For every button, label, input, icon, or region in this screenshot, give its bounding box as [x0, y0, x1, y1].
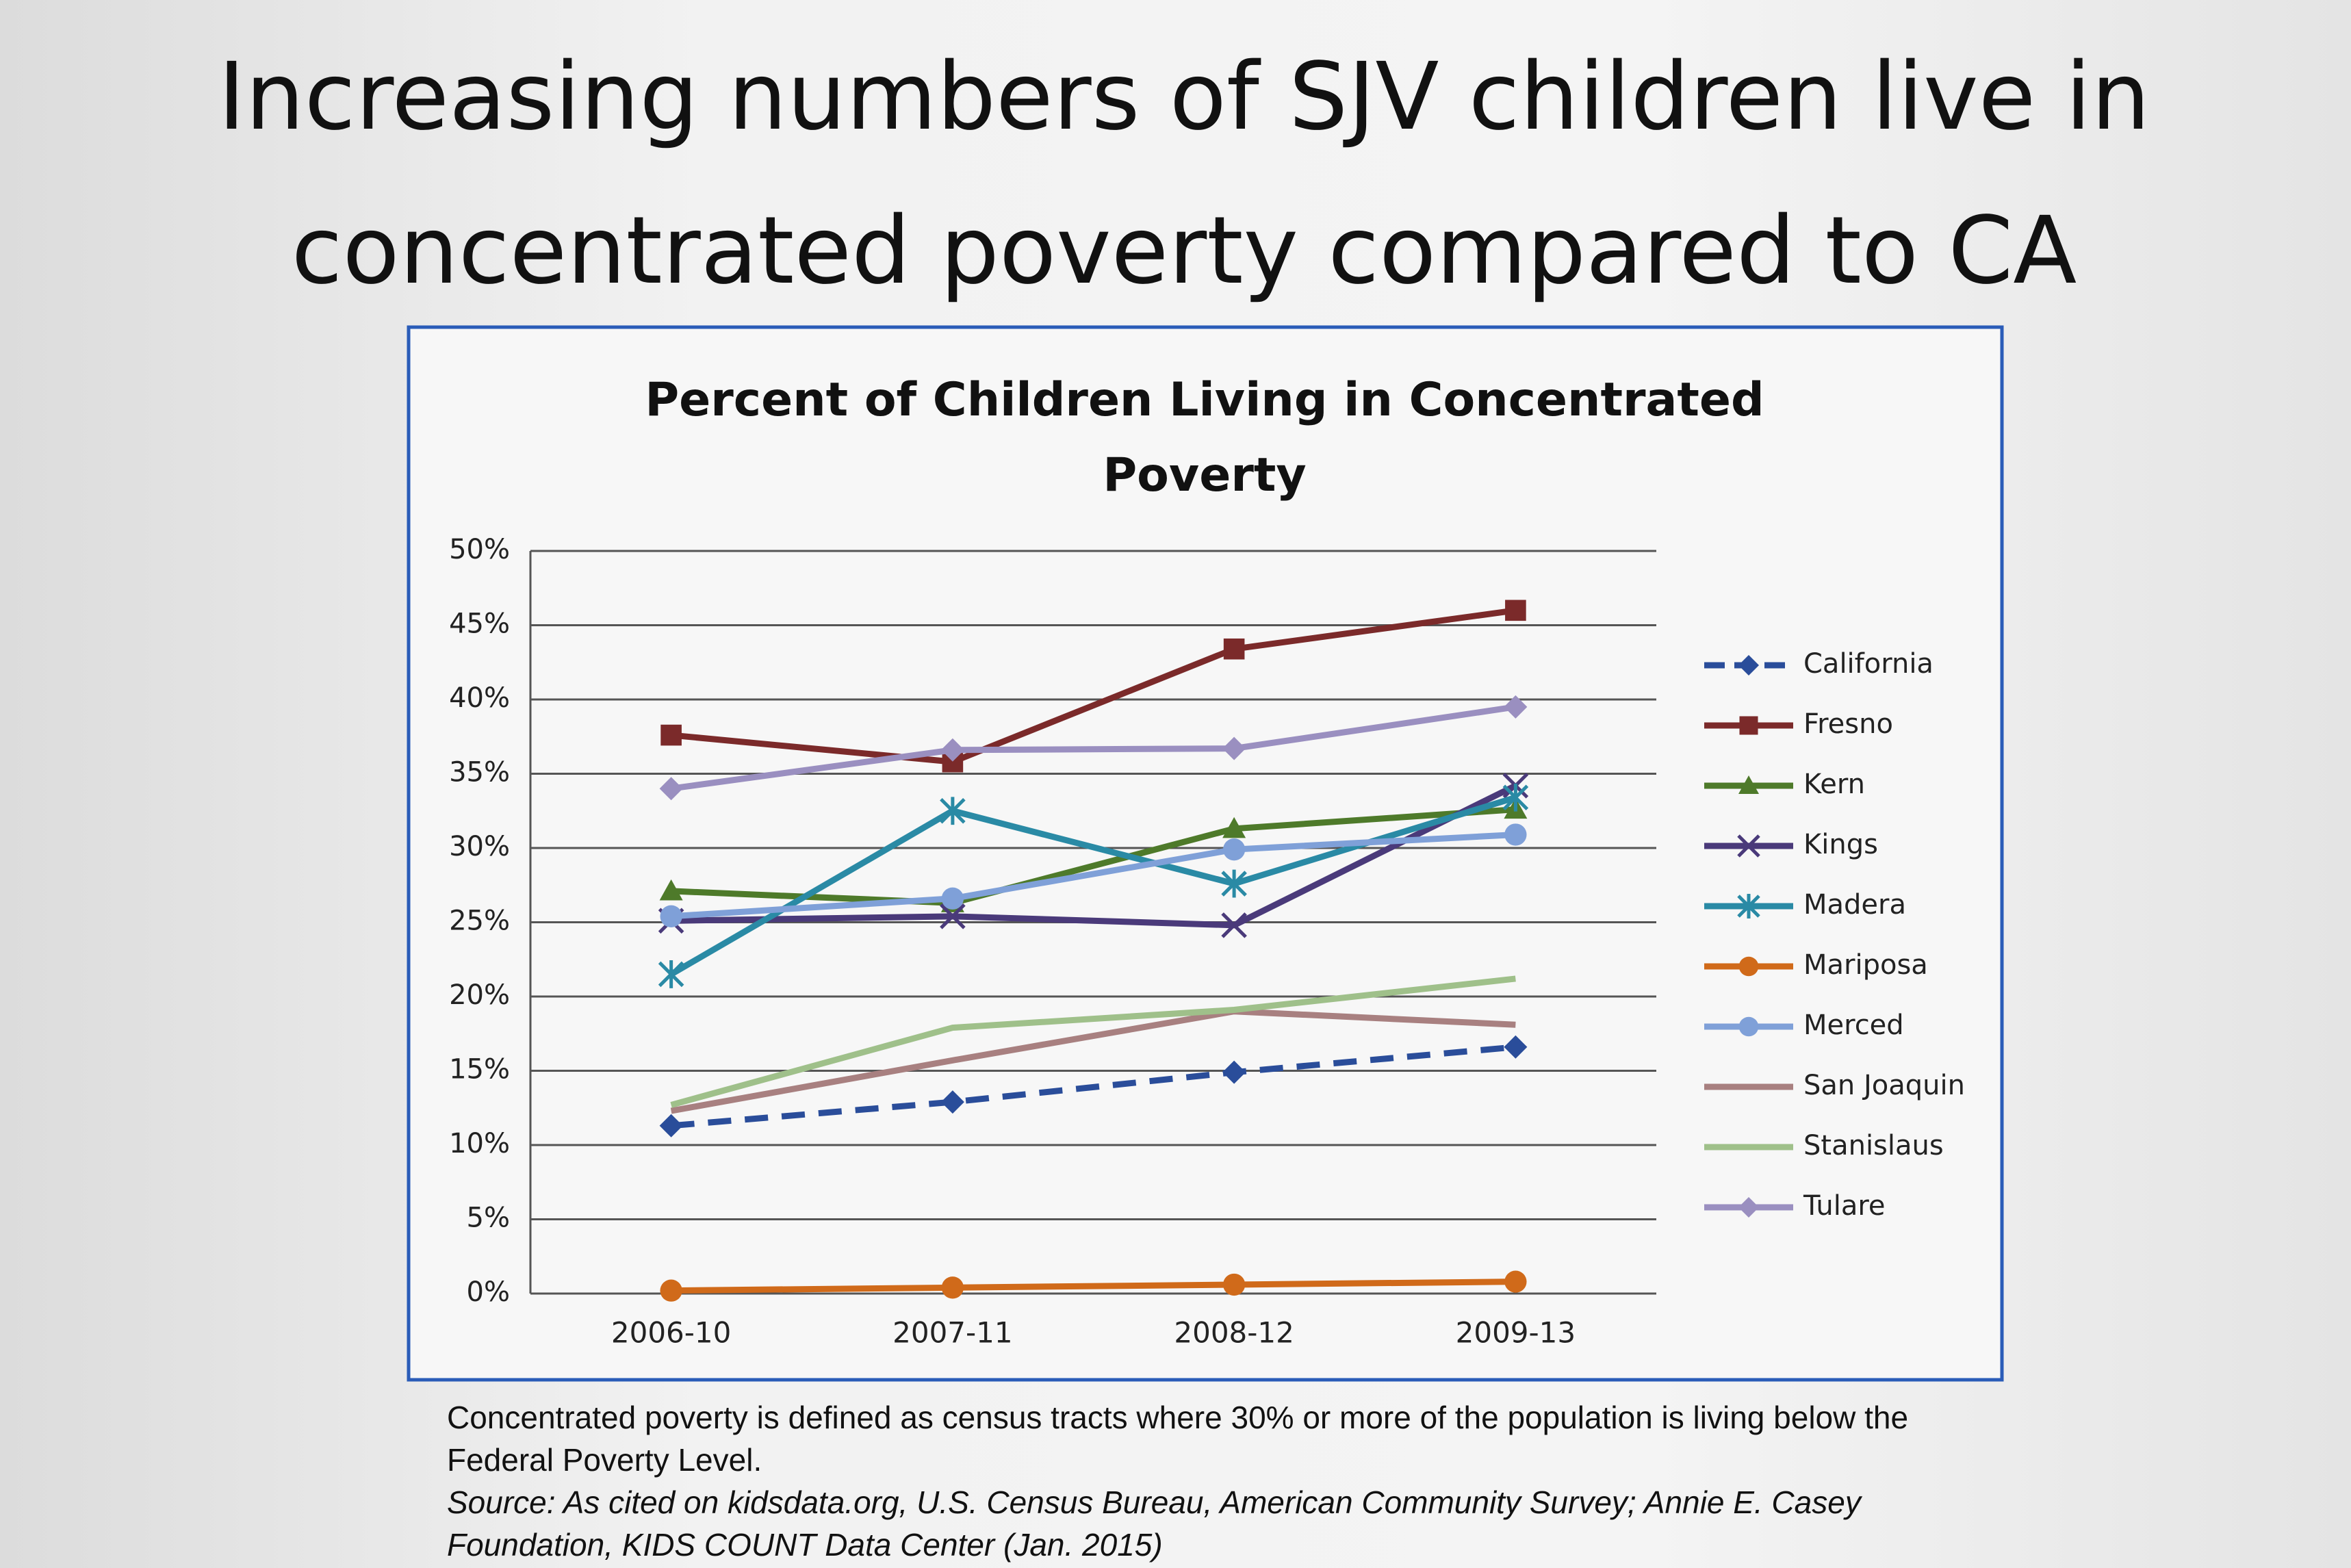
y-tick-label: 20%	[449, 979, 510, 1011]
legend-label: Fresno	[1803, 708, 1893, 740]
marker	[1222, 736, 1246, 760]
marker	[1222, 838, 1246, 861]
legend-label: Madera	[1803, 889, 1906, 921]
marker	[1222, 1060, 1246, 1084]
marker	[1737, 894, 1760, 918]
marker	[660, 724, 682, 746]
marker	[659, 879, 683, 901]
y-tick-label: 35%	[449, 757, 510, 788]
marker	[1505, 600, 1526, 621]
marker	[1221, 912, 1247, 938]
y-tick-label: 10%	[449, 1128, 510, 1159]
series-line	[671, 1044, 1516, 1129]
marker	[1737, 834, 1760, 858]
series-line	[671, 782, 1517, 929]
y-tick-label: 25%	[449, 905, 510, 937]
marker	[1502, 783, 1529, 812]
marker	[659, 777, 683, 801]
marker	[1504, 695, 1528, 719]
marker	[660, 905, 682, 927]
chart-title: Percent of Children Living in Concentrat…	[645, 373, 1764, 502]
series-line	[671, 831, 1516, 920]
x-tick-label: 2008-12	[1174, 1316, 1294, 1350]
series-line	[671, 806, 1516, 906]
marker	[1738, 655, 1759, 676]
marker	[1739, 716, 1758, 735]
footnote: Concentrated poverty is defined as censu…	[447, 1396, 2021, 1566]
marker	[940, 903, 966, 929]
legend-label: Mariposa	[1803, 949, 1928, 981]
x-tick-label: 2006-10	[611, 1316, 732, 1350]
marker	[1222, 1273, 1246, 1296]
legend-label: Tulare	[1803, 1190, 1886, 1222]
marker	[941, 1276, 964, 1299]
marker	[1504, 823, 1527, 846]
marker	[1504, 1035, 1528, 1059]
marker	[1738, 1197, 1759, 1218]
marker	[1738, 956, 1759, 977]
footnote-source: Source: As cited on kidsdata.org, U.S. C…	[447, 1485, 1861, 1563]
y-tick-label: 40%	[449, 682, 510, 714]
marker	[941, 887, 964, 910]
series-line	[670, 975, 1516, 1108]
legend-label: San Joaquin	[1803, 1070, 1965, 1101]
y-tick-label: 45%	[449, 608, 510, 640]
y-tick-label: 50%	[449, 534, 510, 565]
marker	[1504, 1270, 1527, 1293]
marker	[1223, 638, 1245, 660]
series-line	[671, 1278, 1516, 1294]
marker	[1738, 775, 1759, 794]
x-tick-label: 2009-13	[1456, 1316, 1576, 1350]
footnote-definition: Concentrated poverty is defined as censu…	[447, 1400, 1909, 1478]
legend-label: California	[1803, 648, 1934, 680]
marker	[1222, 817, 1246, 838]
y-tick-label: 0%	[467, 1276, 510, 1308]
marker	[940, 797, 966, 825]
y-tick-label: 30%	[449, 831, 510, 862]
marker	[1738, 1016, 1759, 1037]
slide-title: Increasing numbers of SJV children live …	[218, 43, 2150, 305]
y-tick-label: 15%	[449, 1054, 510, 1085]
legend-label: Merced	[1803, 1010, 1904, 1041]
legend-label: Stanislaus	[1803, 1130, 1944, 1161]
marker	[940, 1090, 964, 1114]
series-line	[671, 607, 1516, 765]
marker	[658, 960, 684, 988]
legend-label: Kings	[1803, 829, 1878, 860]
legend-label: Kern	[1803, 769, 1865, 800]
y-tick-label: 5%	[467, 1203, 510, 1234]
marker	[940, 738, 964, 762]
marker	[659, 1114, 683, 1138]
series-line	[671, 704, 1517, 792]
marker	[660, 1279, 682, 1302]
series-line	[670, 1008, 1516, 1114]
marker	[1221, 869, 1247, 898]
x-tick-label: 2007-11	[892, 1316, 1013, 1350]
